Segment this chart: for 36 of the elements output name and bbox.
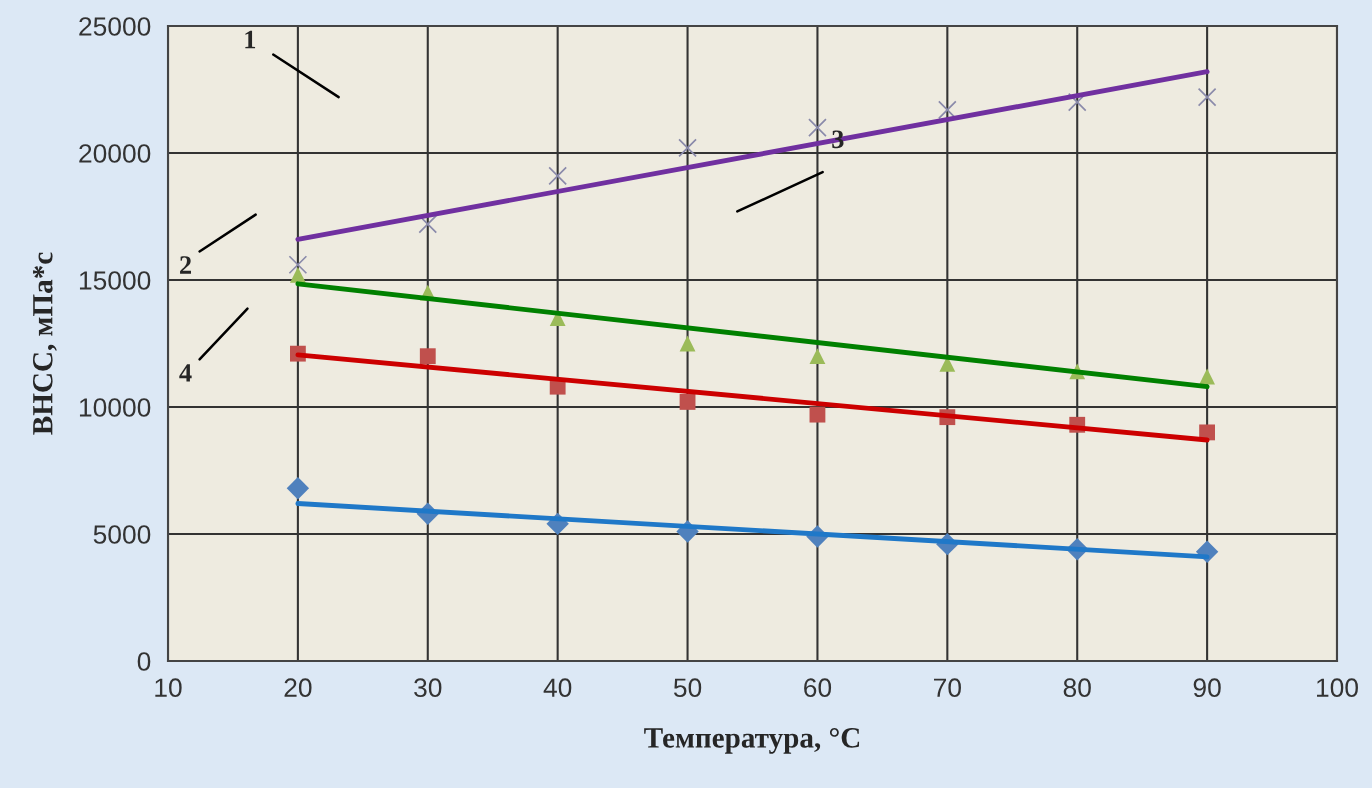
- point: [809, 406, 826, 423]
- x-tick-label: 90: [1193, 678, 1221, 698]
- x-tick-label: 50: [673, 678, 702, 698]
- y-tick-label: 15000: [79, 271, 151, 290]
- y-tick-label: 25000: [79, 17, 151, 36]
- y-axis-title: ВНСС, мПа*с: [32, 252, 57, 435]
- annotation: 3: [832, 130, 844, 149]
- x-tick-label: 70: [934, 678, 961, 698]
- point: [678, 138, 697, 158]
- point: [1199, 368, 1216, 385]
- y-tick-label: 5000: [93, 525, 151, 544]
- x-tick-label: 40: [543, 678, 572, 698]
- point: [679, 394, 696, 410]
- x-tick-label: 100: [1317, 678, 1358, 698]
- x-axis-title: Температура, °C: [644, 728, 860, 754]
- x-tick-label: 30: [414, 678, 442, 698]
- x-tick-label: 20: [284, 678, 312, 698]
- point: [808, 118, 827, 137]
- y-tick-label: 0: [137, 652, 151, 671]
- point: [419, 348, 436, 365]
- annotation: 2: [180, 256, 191, 274]
- x-tick-label: 60: [804, 678, 832, 698]
- point: [809, 348, 826, 365]
- y-tick-label: 10000: [79, 398, 151, 417]
- point: [1197, 87, 1217, 107]
- x-tick-label: 80: [1063, 678, 1091, 698]
- annotation: 1: [245, 30, 256, 49]
- point: [548, 166, 568, 186]
- annotation: 4: [179, 364, 192, 382]
- point: [288, 255, 308, 275]
- point: [289, 267, 306, 283]
- y-tick-label: 20000: [79, 144, 151, 163]
- point: [679, 335, 696, 352]
- point: [286, 477, 310, 500]
- point: [937, 100, 957, 120]
- x-tick-label: 10: [155, 678, 182, 698]
